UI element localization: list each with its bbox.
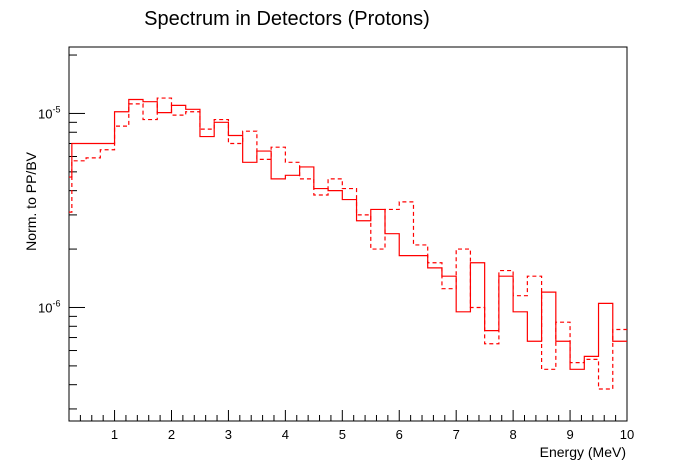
x-tick-label: 6: [396, 427, 403, 442]
x-tick-label: 3: [225, 427, 232, 442]
y-tick-labels: 10-6 10-5: [38, 104, 60, 315]
x-tick-labels: 1 2 3 4 5 6 7 8 9 10: [111, 427, 634, 442]
y-axis-label: Norm. to PP/BV: [23, 151, 39, 250]
x-tick-label: 4: [282, 427, 289, 442]
x-axis-label: Energy (MeV): [540, 444, 626, 460]
x-tick-label: 2: [168, 427, 175, 442]
x-tick-label: 1: [111, 427, 118, 442]
axis-ticks: [68, 54, 628, 421]
y-tick-label: 10-6: [38, 298, 60, 315]
x-tick-label: 5: [339, 427, 346, 442]
x-tick-label: 8: [510, 427, 517, 442]
chart-title: Spectrum in Detectors (Protons): [144, 8, 430, 30]
x-tick-label: 9: [566, 427, 573, 442]
series-solid-line: [69, 98, 627, 370]
plot-frame: [68, 46, 628, 422]
series-layer: [69, 97, 627, 390]
y-tick-label: 10-5: [38, 104, 60, 121]
x-tick-label: 7: [453, 427, 460, 442]
series-dashed-line: [69, 97, 627, 390]
x-tick-label: 10: [620, 427, 634, 442]
